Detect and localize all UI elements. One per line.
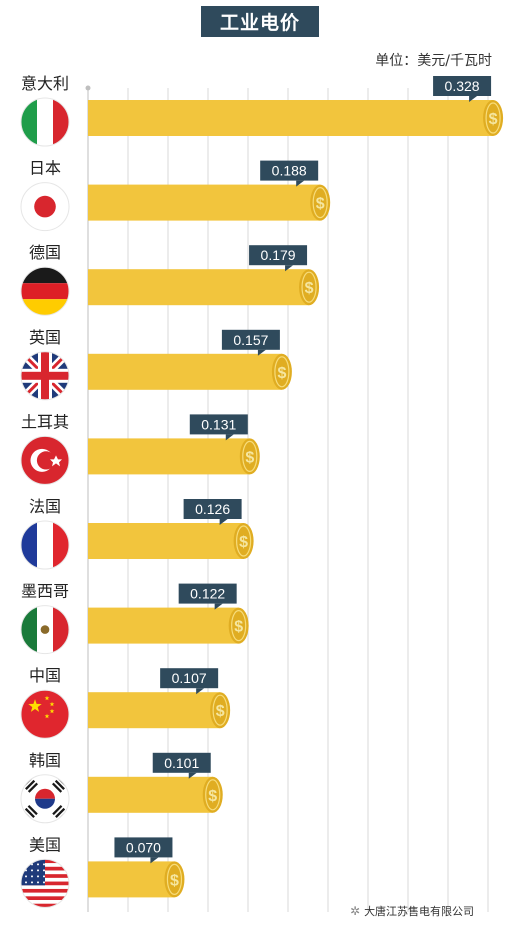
flag-border bbox=[20, 435, 70, 485]
value-label: 0.188 bbox=[272, 163, 307, 179]
coin-rim bbox=[301, 271, 317, 303]
value-label-pointer bbox=[257, 349, 266, 356]
dollar-icon: $ bbox=[277, 365, 286, 382]
value-label-box bbox=[249, 245, 308, 266]
value-label: 0.126 bbox=[195, 501, 230, 517]
value-label: 0.122 bbox=[190, 586, 225, 602]
axis-start-dot bbox=[85, 85, 91, 91]
coin-rim bbox=[231, 609, 247, 642]
value-label-pointer bbox=[296, 180, 305, 187]
usa-flag-icon bbox=[21, 859, 69, 908]
value-label-box bbox=[221, 329, 280, 350]
value-label-box bbox=[152, 752, 211, 773]
value-label: 0.070 bbox=[126, 839, 161, 855]
bar bbox=[88, 692, 221, 729]
country-label: 德国 bbox=[29, 243, 61, 262]
value-label-box bbox=[433, 76, 492, 96]
country-label: 英国 bbox=[29, 328, 61, 347]
value-label: 0.179 bbox=[261, 247, 296, 263]
bar bbox=[88, 100, 494, 136]
bar bbox=[88, 269, 310, 306]
value-label-pointer bbox=[196, 688, 205, 695]
value-label-pointer bbox=[285, 265, 294, 272]
coin-rim bbox=[242, 440, 258, 472]
value-label-box bbox=[178, 583, 237, 604]
flag-border bbox=[20, 605, 70, 655]
value-label-box bbox=[189, 414, 248, 435]
value-label: 0.328 bbox=[445, 78, 480, 94]
wechat-icon: ✲ bbox=[350, 904, 361, 918]
country-label: 日本 bbox=[29, 159, 61, 178]
italy-flag-icon bbox=[21, 98, 69, 146]
dollar-icon: $ bbox=[489, 111, 498, 128]
value-label-box bbox=[260, 160, 319, 181]
dollar-icon: $ bbox=[208, 788, 217, 805]
bar bbox=[88, 607, 239, 644]
bar bbox=[88, 776, 213, 813]
dollar-icon: $ bbox=[216, 703, 225, 720]
coin-rim bbox=[236, 525, 252, 557]
dollar-icon: $ bbox=[245, 449, 254, 466]
coin-rim bbox=[205, 779, 221, 811]
country-label: 法国 bbox=[29, 497, 61, 516]
country-label: 韩国 bbox=[29, 751, 61, 770]
value-label-pointer bbox=[469, 96, 478, 102]
coin-rim bbox=[485, 102, 501, 134]
bar bbox=[88, 861, 175, 898]
value-label: 0.157 bbox=[233, 332, 268, 348]
bar bbox=[88, 353, 282, 390]
dollar-icon: $ bbox=[234, 619, 243, 636]
flag-border bbox=[20, 97, 70, 147]
value-label-pointer bbox=[150, 857, 159, 864]
flag-border bbox=[20, 774, 70, 824]
france-flag-icon bbox=[21, 521, 69, 569]
turkey-flag-icon bbox=[21, 436, 69, 485]
unit-label: 单位：美元/千瓦时 bbox=[375, 53, 492, 69]
flag-border bbox=[20, 182, 70, 232]
country-label: 美国 bbox=[29, 835, 61, 854]
value-label-pointer bbox=[214, 603, 223, 610]
dollar-icon: $ bbox=[316, 196, 325, 213]
dollar-icon: $ bbox=[305, 280, 314, 297]
bar bbox=[88, 438, 250, 475]
value-label-box bbox=[160, 668, 219, 689]
value-label-pointer bbox=[225, 434, 234, 441]
value-label-box bbox=[183, 499, 242, 519]
country-label: 土耳其 bbox=[21, 412, 69, 431]
flag-border bbox=[20, 351, 70, 401]
country-label: 意大利 bbox=[21, 74, 69, 93]
coin-rim bbox=[212, 694, 228, 726]
china-flag-icon bbox=[21, 690, 69, 739]
coin-rim bbox=[274, 356, 290, 388]
flag-border bbox=[20, 266, 70, 316]
watermark-text: 大唐江苏售电有限公司 bbox=[364, 905, 475, 918]
flag-border bbox=[20, 689, 70, 739]
germany-flag-icon bbox=[21, 267, 69, 316]
coin-rim bbox=[166, 863, 183, 896]
country-label: 墨西哥 bbox=[21, 582, 69, 601]
bar bbox=[88, 184, 321, 221]
dollar-icon: $ bbox=[239, 534, 248, 551]
bar bbox=[88, 523, 244, 559]
flag-border bbox=[20, 858, 70, 908]
chart-title: 工业电价 bbox=[201, 6, 319, 37]
value-label: 0.101 bbox=[164, 755, 199, 771]
country-label: 中国 bbox=[29, 666, 61, 685]
watermark: ✲ 大唐江苏售电有限公司 bbox=[350, 903, 474, 919]
mexico-flag-icon bbox=[21, 605, 69, 654]
flag-border bbox=[20, 520, 70, 570]
uk-flag-icon bbox=[21, 351, 69, 400]
japan-flag-icon bbox=[21, 182, 69, 231]
value-label: 0.107 bbox=[172, 670, 207, 686]
value-label-pointer bbox=[219, 519, 228, 525]
coin-rim bbox=[312, 187, 328, 219]
dollar-icon: $ bbox=[170, 872, 179, 889]
value-label: 0.131 bbox=[201, 416, 236, 432]
value-label-box bbox=[114, 837, 173, 858]
value-label-pointer bbox=[188, 772, 197, 779]
